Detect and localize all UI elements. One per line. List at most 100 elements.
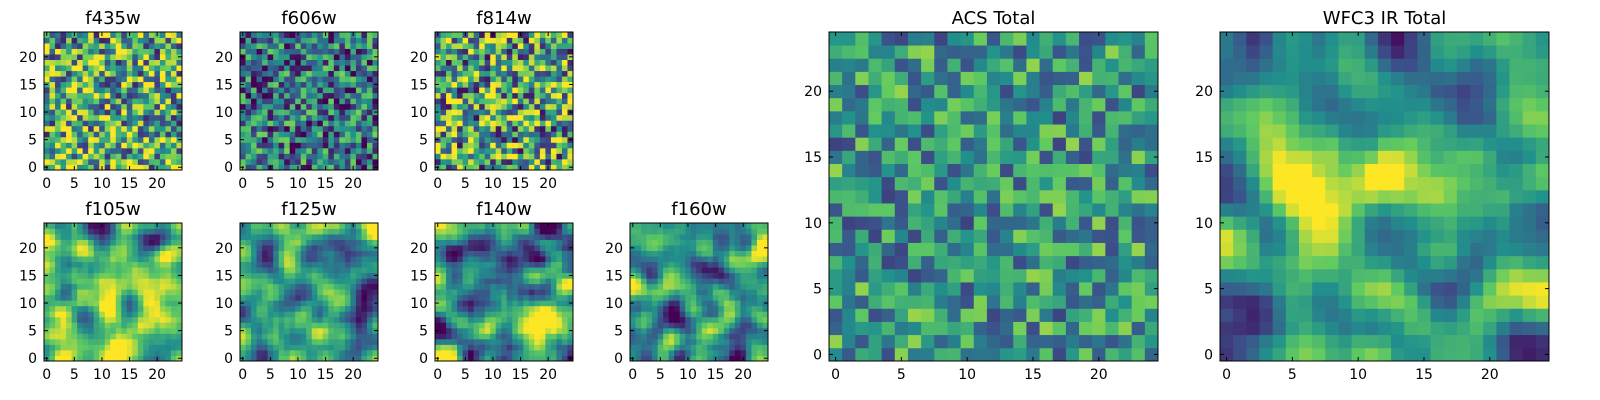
- heatmap-cell: [495, 250, 502, 257]
- heatmap-cell: [306, 120, 313, 127]
- heatmap-cell: [245, 142, 252, 149]
- heatmap-cell: [1013, 216, 1027, 230]
- heatmap-cell: [322, 261, 329, 268]
- heatmap-cell: [273, 267, 280, 274]
- heatmap-cell: [490, 289, 497, 296]
- heatmap-cell: [361, 76, 368, 83]
- heatmap-cell: [539, 147, 546, 154]
- heatmap-cell: [734, 223, 741, 229]
- heatmap-cell: [66, 344, 72, 351]
- heatmap-cell: [93, 109, 100, 116]
- heatmap-cell: [82, 65, 89, 72]
- heatmap-cell: [262, 70, 268, 77]
- heatmap-cell: [154, 283, 161, 290]
- heatmap-cell: [256, 76, 263, 83]
- heatmap-cell: [707, 239, 714, 246]
- heatmap-cell: [366, 158, 373, 165]
- heatmap-cell: [663, 223, 670, 229]
- heatmap-cell: [751, 245, 758, 251]
- heatmap-cell: [479, 114, 486, 121]
- heatmap-cell: [756, 311, 763, 318]
- heatmap-cell: [501, 153, 508, 160]
- heatmap-cell: [517, 76, 524, 83]
- heatmap-cell: [528, 114, 535, 121]
- heatmap-cell: [468, 136, 475, 143]
- heatmap-cell: [306, 338, 313, 345]
- heatmap-cell: [311, 294, 318, 301]
- heatmap-cell: [132, 300, 139, 307]
- heatmap-cell: [495, 103, 502, 110]
- heatmap-cell: [361, 256, 368, 263]
- heatmap-cell: [1013, 321, 1027, 336]
- heatmap-cell: [756, 250, 763, 257]
- heatmap-cell: [506, 338, 513, 345]
- heatmap-cell: [245, 81, 252, 88]
- heatmap-cell: [126, 98, 133, 105]
- heatmap-cell: [66, 70, 72, 77]
- heatmap-cell: [712, 333, 719, 340]
- heatmap-cell: [446, 32, 452, 38]
- heatmap-cell: [657, 234, 664, 240]
- heatmap-cell: [333, 272, 340, 279]
- heatmap-cell: [344, 355, 351, 362]
- heatmap-cell: [829, 255, 843, 270]
- heatmap-cell: [545, 256, 552, 263]
- heatmap-cell: [440, 349, 447, 356]
- heatmap-cell: [479, 261, 486, 268]
- heatmap-cell: [473, 131, 480, 138]
- heatmap-cell: [501, 344, 508, 351]
- heatmap-cell: [668, 256, 675, 263]
- heatmap-cell: [1065, 308, 1080, 322]
- heatmap-cell: [240, 158, 246, 165]
- heatmap-cell: [701, 283, 708, 290]
- heatmap-cell: [545, 103, 552, 110]
- heatmap-cell: [881, 321, 896, 336]
- heatmap-cell: [273, 355, 280, 362]
- heatmap-cell: [440, 54, 447, 60]
- heatmap-cell: [473, 103, 480, 110]
- heatmap-cell: [512, 136, 519, 143]
- heatmap-cell: [567, 92, 574, 99]
- y-tick-label: 10: [19, 296, 37, 312]
- heatmap-cell: [344, 272, 351, 279]
- heatmap-cell: [104, 92, 111, 99]
- heatmap-cell: [490, 338, 497, 345]
- heatmap-cell: [512, 338, 519, 345]
- heatmap-cell: [1013, 347, 1027, 362]
- heatmap-cell: [154, 81, 161, 88]
- heatmap-cell: [495, 109, 502, 116]
- heatmap-cell: [545, 87, 552, 94]
- heatmap-cell: [490, 48, 497, 55]
- heatmap-cell: [630, 267, 636, 274]
- heatmap-cell: [93, 153, 100, 160]
- heatmap-cell: [440, 294, 447, 301]
- heatmap-cell: [361, 142, 368, 149]
- heatmap-cell: [148, 131, 155, 138]
- heatmap-cell: [479, 70, 486, 77]
- heatmap-cell: [881, 334, 896, 349]
- heatmap-cell: [339, 223, 346, 229]
- heatmap-cell: [745, 267, 752, 274]
- heatmap-cell: [652, 234, 658, 240]
- heatmap-cell: [256, 114, 263, 121]
- heatmap-cell: [154, 109, 161, 116]
- heatmap-cell: [110, 114, 117, 121]
- heatmap-cell: [751, 355, 758, 362]
- heatmap-cell: [501, 322, 508, 329]
- heatmap-cell: [751, 239, 758, 246]
- heatmap-cell: [306, 92, 313, 99]
- heatmap-cell: [484, 87, 491, 94]
- y-tick-label: 10: [19, 105, 37, 121]
- heatmap-cell: [115, 147, 122, 154]
- heatmap-cell: [674, 234, 681, 240]
- heatmap-cell: [674, 223, 681, 229]
- heatmap-cell: [306, 70, 313, 77]
- heatmap-cell: [344, 234, 351, 240]
- heatmap-cell: [49, 65, 56, 72]
- heatmap-cell: [317, 54, 324, 60]
- heatmap-cell: [344, 311, 351, 318]
- heatmap-cell: [528, 142, 535, 149]
- heatmap-cell: [512, 59, 519, 66]
- heatmap-cell: [251, 98, 257, 105]
- heatmap-cell: [88, 256, 95, 263]
